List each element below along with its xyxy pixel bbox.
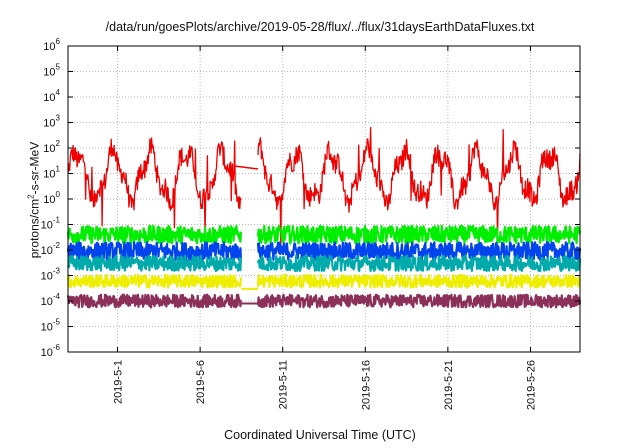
- y-tick-label: 10-2: [41, 241, 61, 257]
- y-tick-label: 10-4: [41, 292, 61, 308]
- x-tick-label: 2019-5-11: [278, 360, 290, 409]
- y-tick-label: 100: [43, 190, 60, 206]
- series-layer: [66, 127, 582, 309]
- x-tick-label: 2019-5-21: [443, 360, 455, 410]
- y-tick-label: 102: [43, 139, 60, 155]
- y-tick-label: 106: [43, 37, 60, 53]
- series-line: [66, 293, 582, 309]
- series-line: [66, 273, 581, 289]
- x-tick-label: 2019-5-26: [525, 360, 537, 410]
- series-line: [66, 224, 582, 245]
- x-axis-label: Coordinated Universal Time (UTC): [224, 428, 416, 442]
- series-line: [66, 254, 582, 273]
- x-tick-label: 2019-5-16: [360, 360, 372, 410]
- y-tick-label: 10-3: [41, 267, 61, 283]
- series-gap-segment: [233, 165, 259, 170]
- y-tick-label: 103: [43, 114, 60, 130]
- y-tick-label: 10-6: [41, 343, 61, 359]
- y-tick-label: 104: [43, 88, 60, 104]
- x-tick-label: 2019-5-6: [195, 360, 207, 404]
- chart-title: /data/run/goesPlots/archive/2019-05-28/f…: [105, 20, 535, 34]
- y-tick-label: 10-5: [41, 318, 61, 334]
- axes: 10-6 10-5 10-4 10-3 10-2 10-1 100 101 102 103 104 1…: [41, 37, 580, 410]
- y-tick-label: 105: [43, 63, 60, 79]
- y-tick-label: 10-1: [41, 216, 61, 232]
- x-tick-label: 2019-5-1: [113, 360, 125, 404]
- y-tick-label: 101: [43, 165, 60, 181]
- series-line: [67, 127, 581, 248]
